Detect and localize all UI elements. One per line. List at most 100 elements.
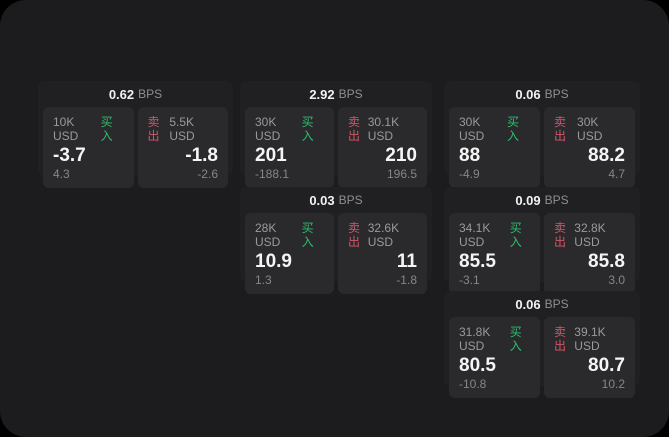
buy-sub-value: 4.3 [53, 167, 70, 181]
bps-value: 0.03 [309, 192, 335, 208]
sell-main-value: -1.8 [185, 145, 218, 166]
buy-tile[interactable]: 30K USD 买入 201 -188.1 [245, 107, 334, 188]
buy-main-value: 10.9 [255, 251, 292, 272]
card-header: 2.92 BPS [240, 81, 432, 107]
buy-size: 10K USD [53, 115, 79, 143]
buy-size: 30K USD [459, 115, 485, 143]
buy-tile-top: 28K USD 买入 [255, 221, 324, 249]
buy-tile-top: 34.1K USD 买入 [459, 221, 530, 249]
sell-main-value: 210 [385, 145, 417, 166]
card-header: 0.06 BPS [444, 291, 640, 317]
buy-label: 买入 [301, 221, 314, 249]
bps-value: 0.62 [108, 86, 135, 102]
sell-label: 卖出 [348, 221, 361, 249]
sell-tile[interactable]: 卖出 30K USD 88.2 4.7 [544, 107, 635, 188]
sell-size: 32.6K USD [367, 221, 400, 249]
sell-label: 卖出 [147, 115, 160, 143]
buy-sub-value: 1.3 [255, 273, 272, 287]
buy-tile[interactable]: 10K USD 买入 -3.7 4.3 [43, 107, 134, 188]
card-body: 31.8K USD 买入 80.5 -10.8 卖出 39.1K USD 80.… [444, 317, 640, 403]
sell-label: 卖出 [554, 325, 567, 353]
sell-tile-top: 卖出 39.1K USD [554, 325, 625, 353]
bps-unit: BPS [138, 87, 163, 101]
sell-tile[interactable]: 卖出 32.6K USD 11 -1.8 [338, 213, 427, 294]
sell-tile[interactable]: 卖出 5.5K USD -1.8 -2.6 [137, 107, 228, 188]
buy-label: 买入 [301, 115, 314, 143]
buy-sub-value: -4.9 [459, 167, 480, 181]
buy-tile-top: 31.8K USD 买入 [459, 325, 530, 353]
sell-tile-top: 卖出 32.8K USD [554, 221, 625, 249]
bps-value: 0.09 [515, 192, 541, 208]
price-card: 0.03 BPS 28K USD 买入 10.9 1.3 卖出 32.6K US… [240, 187, 432, 294]
bps-unit: BPS [544, 297, 569, 311]
card-header: 0.62 BPS [38, 81, 233, 107]
card-header: 0.03 BPS [240, 187, 432, 213]
buy-main-value: -3.7 [53, 145, 86, 166]
buy-sub-value: -10.8 [459, 377, 487, 391]
sell-tile-top: 卖出 30.1K USD [348, 115, 417, 143]
bps-value: 2.92 [309, 86, 335, 102]
sell-tile[interactable]: 卖出 32.8K USD 85.8 3.0 [544, 213, 635, 294]
buy-tile-top: 30K USD 买入 [255, 115, 324, 143]
price-card: 0.62 BPS 10K USD 买入 -3.7 4.3 卖出 5.5K USD… [38, 81, 233, 188]
sell-tile-top: 卖出 32.6K USD [348, 221, 417, 249]
sell-main-value: 11 [396, 251, 417, 272]
buy-size: 28K USD [255, 221, 281, 249]
card-body: 10K USD 买入 -3.7 4.3 卖出 5.5K USD -1.8 -2.… [38, 107, 233, 193]
buy-sub-value: -3.1 [459, 273, 480, 287]
buy-tile[interactable]: 34.1K USD 买入 85.5 -3.1 [449, 213, 540, 294]
sell-sub-value: -1.8 [396, 273, 417, 287]
card-header: 0.06 BPS [444, 81, 640, 107]
sell-label: 卖出 [348, 115, 361, 143]
sell-size: 39.1K USD [574, 325, 606, 353]
sell-tile[interactable]: 卖出 39.1K USD 80.7 10.2 [544, 317, 635, 398]
buy-tile[interactable]: 28K USD 买入 10.9 1.3 [245, 213, 334, 294]
sell-main-value: 88.2 [588, 145, 625, 166]
sell-tile-top: 卖出 30K USD [554, 115, 625, 143]
bps-unit: BPS [544, 193, 569, 207]
card-body: 30K USD 买入 201 -188.1 卖出 30.1K USD 210 1… [240, 107, 432, 193]
buy-tile[interactable]: 31.8K USD 买入 80.5 -10.8 [449, 317, 540, 398]
sell-sub-value: 10.2 [601, 377, 625, 391]
bps-unit: BPS [338, 193, 363, 207]
buy-main-value: 201 [255, 145, 287, 166]
sell-label: 卖出 [554, 221, 567, 249]
sell-size: 30.1K USD [367, 115, 400, 143]
buy-label: 买入 [509, 325, 522, 353]
buy-label: 买入 [509, 221, 522, 249]
sell-tile-top: 卖出 5.5K USD [148, 115, 219, 143]
buy-size: 34.1K USD [459, 221, 491, 249]
buy-tile-top: 10K USD 买入 [53, 115, 124, 143]
buy-tile-top: 30K USD 买入 [459, 115, 530, 143]
buy-main-value: 85.5 [459, 251, 496, 272]
price-card: 0.06 BPS 31.8K USD 买入 80.5 -10.8 卖出 39.1… [444, 291, 640, 398]
sell-sub-value: 3.0 [608, 273, 625, 287]
card-body: 28K USD 买入 10.9 1.3 卖出 32.6K USD 11 -1.8 [240, 213, 432, 299]
sell-size: 5.5K USD [169, 115, 195, 143]
sell-size: 30K USD [577, 115, 603, 143]
buy-sub-value: -188.1 [255, 167, 290, 181]
card-body: 30K USD 买入 88 -4.9 卖出 30K USD 88.2 4.7 [444, 107, 640, 193]
price-card: 2.92 BPS 30K USD 买入 201 -188.1 卖出 30.1K … [240, 81, 432, 188]
bps-value: 0.06 [515, 86, 541, 102]
bps-value: 0.06 [515, 296, 541, 312]
bps-unit: BPS [544, 87, 569, 101]
sell-main-value: 85.8 [588, 251, 625, 272]
card-header: 0.09 BPS [444, 187, 640, 213]
sell-sub-value: 4.7 [608, 167, 625, 181]
sell-size: 32.8K USD [574, 221, 606, 249]
buy-size: 30K USD [255, 115, 281, 143]
price-card: 0.06 BPS 30K USD 买入 88 -4.9 卖出 30K USD 8… [444, 81, 640, 188]
buy-label: 买入 [100, 115, 113, 143]
sell-main-value: 80.7 [588, 355, 625, 376]
buy-main-value: 88 [459, 145, 481, 166]
sell-label: 卖出 [554, 115, 567, 143]
sell-sub-value: -2.6 [197, 167, 218, 181]
bps-unit: BPS [338, 87, 363, 101]
buy-main-value: 80.5 [459, 355, 496, 376]
card-body: 34.1K USD 买入 85.5 -3.1 卖出 32.8K USD 85.8… [444, 213, 640, 299]
sell-tile[interactable]: 卖出 30.1K USD 210 196.5 [338, 107, 427, 188]
buy-tile[interactable]: 30K USD 买入 88 -4.9 [449, 107, 540, 188]
sell-sub-value: 196.5 [386, 167, 417, 181]
